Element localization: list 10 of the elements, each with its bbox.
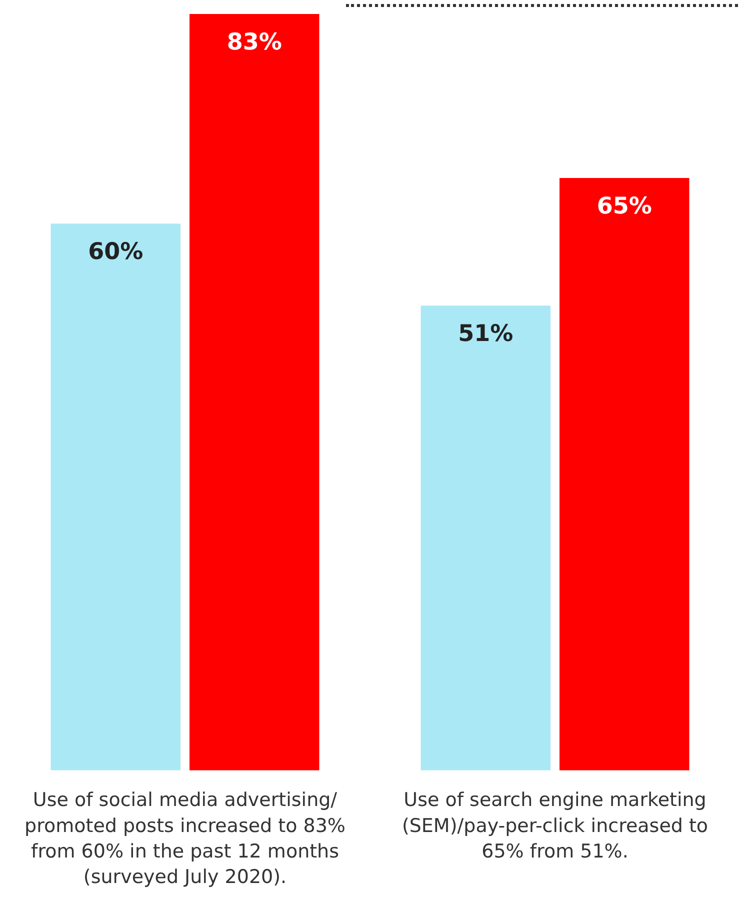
bar	[420, 306, 550, 770]
x-tick-label: Use of search engine marketing (SEM)/pay-per-click increased to 65% from 51%.	[402, 789, 708, 862]
data-label: 83%	[226, 29, 282, 56]
bar	[560, 178, 690, 770]
bar	[190, 14, 320, 770]
data-label: 51%	[458, 321, 514, 348]
data-label: 65%	[596, 194, 652, 220]
x-tick-label: Use of social media advertising/promoted posts increased to 83% from 60% in the past 12 months (surveyed July 2020).	[24, 789, 346, 888]
data-label: 60%	[88, 239, 144, 266]
bar	[50, 224, 180, 770]
